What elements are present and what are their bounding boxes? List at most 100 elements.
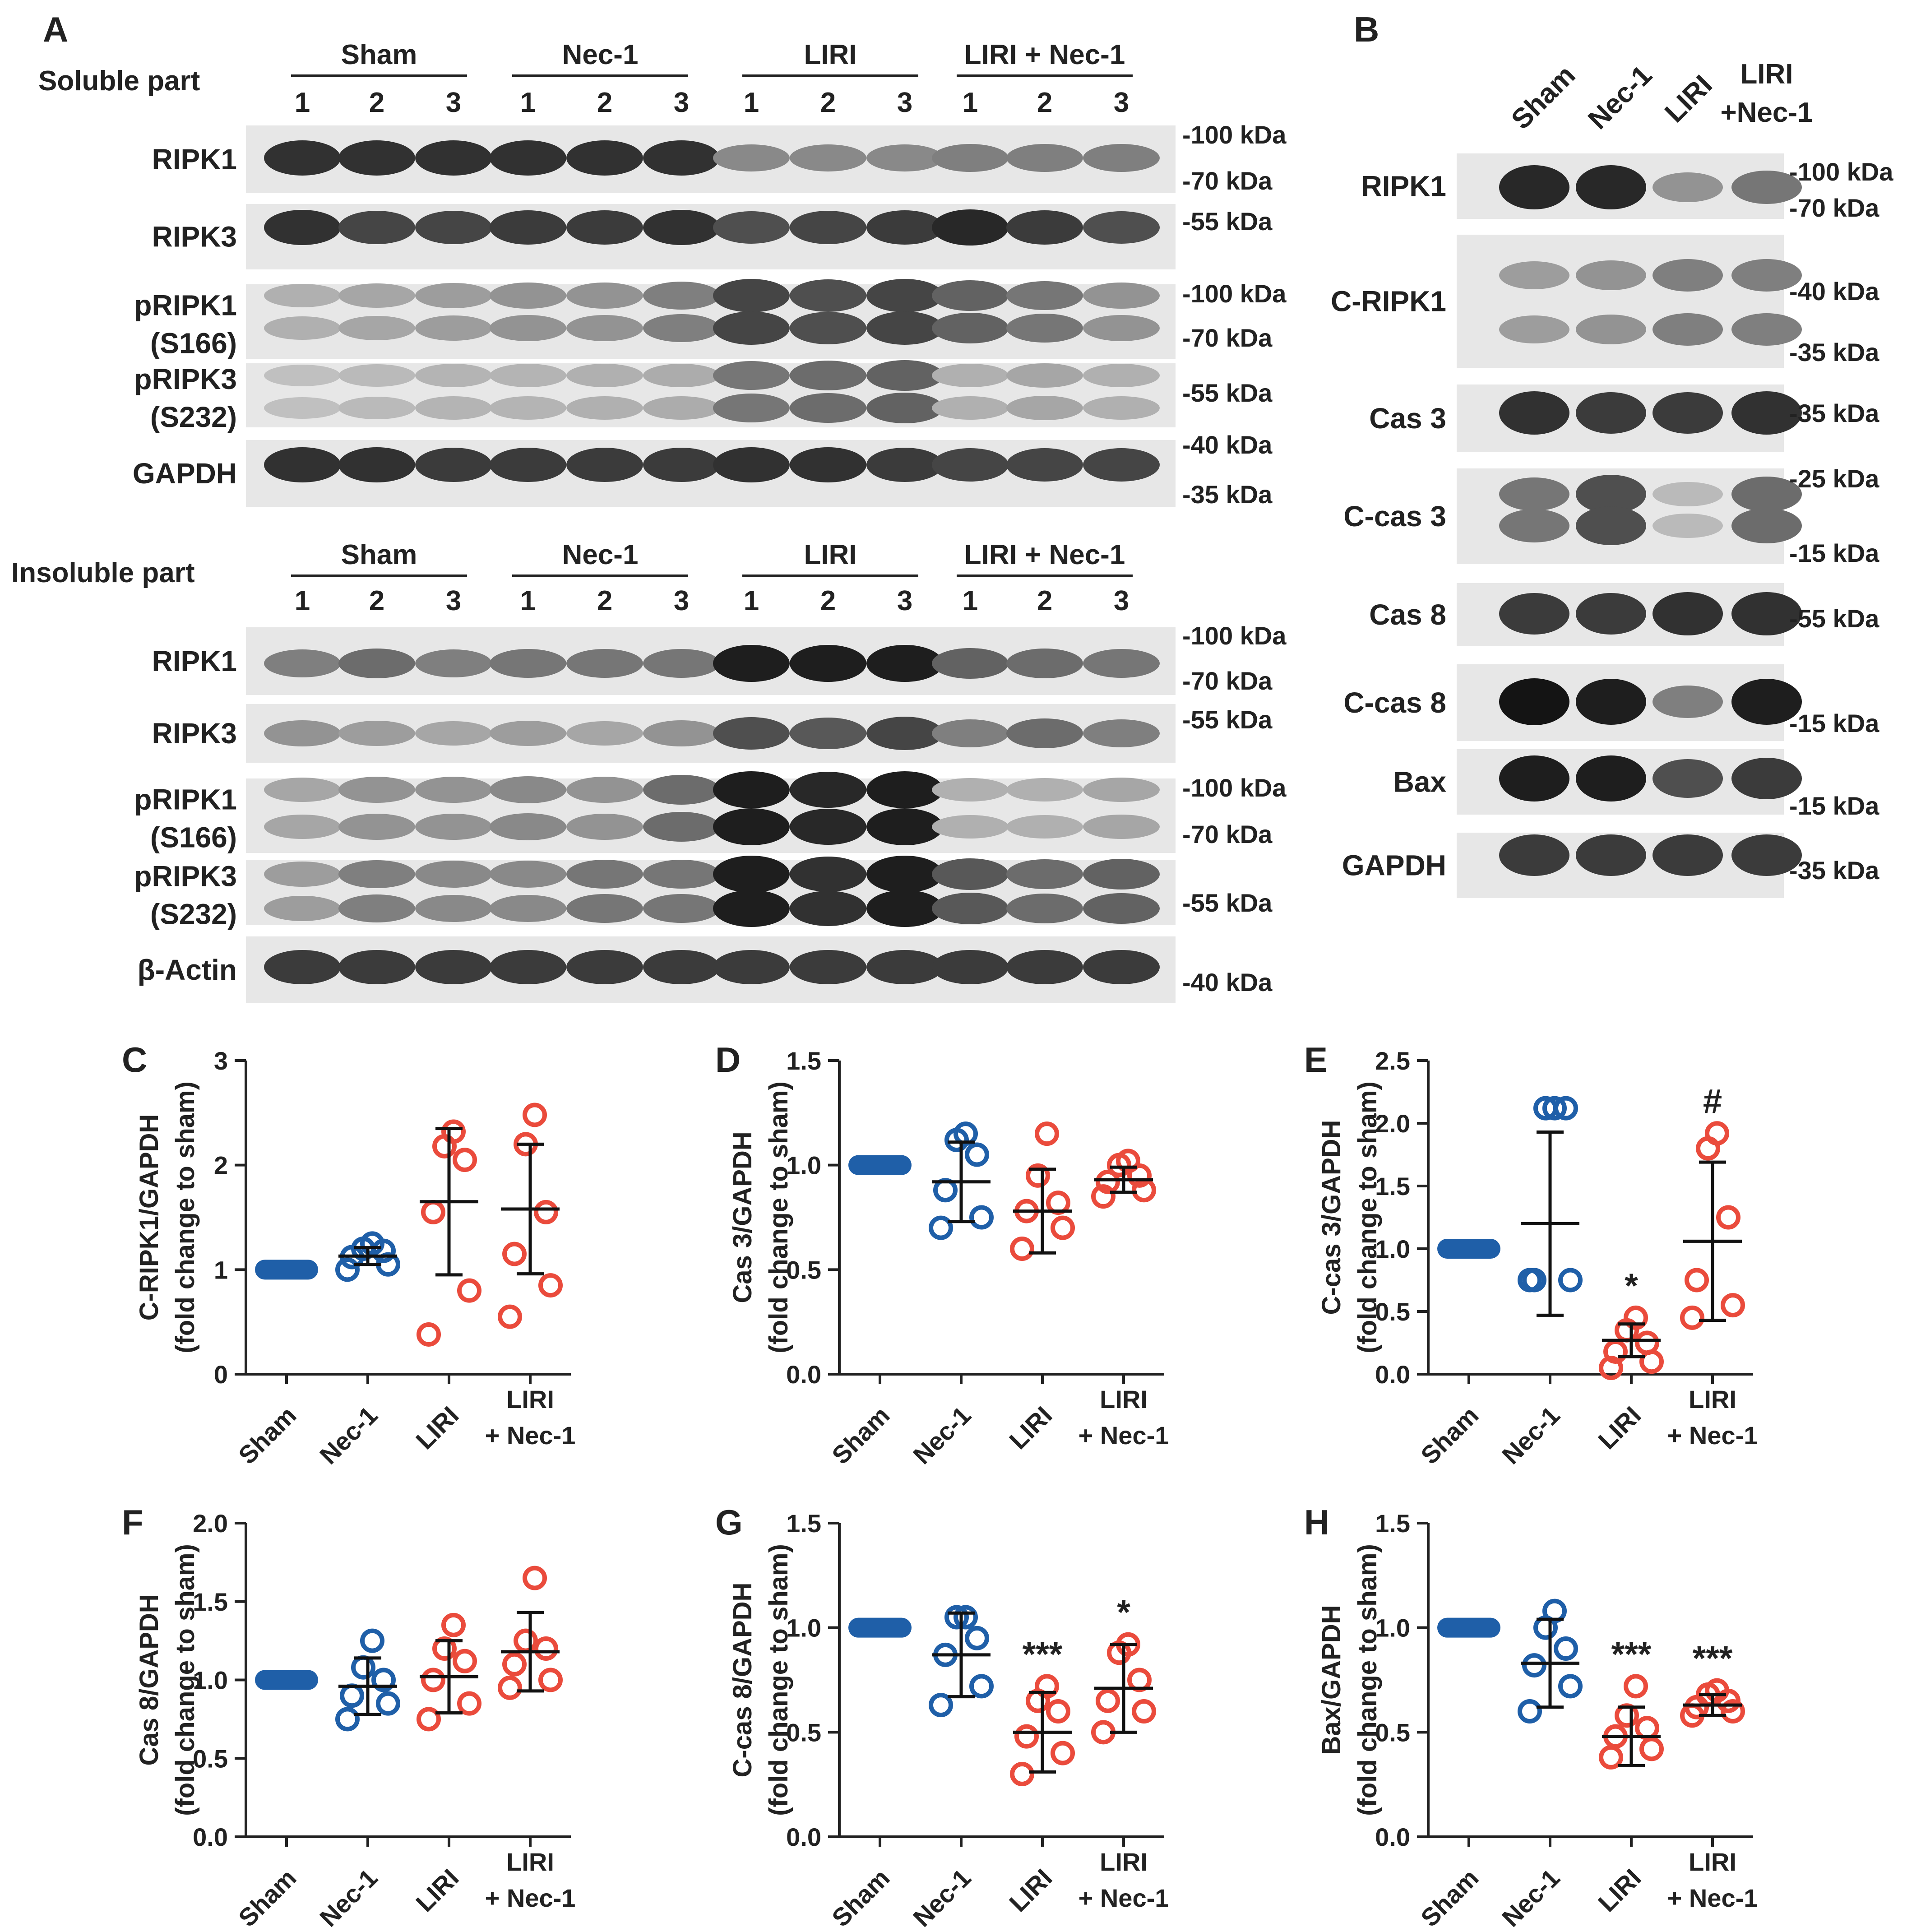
- band: [790, 361, 866, 390]
- band: [643, 812, 720, 842]
- y-tick-label: 1.5: [786, 1047, 821, 1075]
- kda-marker: -55 kDa: [1182, 379, 1273, 407]
- band: [490, 210, 566, 245]
- y-tick-label: 1.5: [1375, 1172, 1410, 1200]
- band: [1653, 759, 1723, 798]
- band: [1083, 893, 1160, 924]
- lane-number: 1: [744, 87, 759, 118]
- band: [490, 315, 566, 341]
- band: [264, 720, 341, 746]
- protein-label: RIPK1: [152, 143, 237, 176]
- protein-label: (S232): [150, 898, 237, 931]
- x-tick-label: Nec-1: [1496, 1401, 1565, 1469]
- band: [1576, 315, 1646, 344]
- protein-label: C-RIPK1: [1331, 285, 1446, 318]
- band: [264, 778, 341, 802]
- band: [713, 144, 790, 171]
- band: [1006, 210, 1083, 245]
- band: [866, 950, 943, 984]
- band: [1083, 719, 1160, 747]
- band: [1653, 482, 1723, 506]
- y-tick-label: 0.0: [1375, 1823, 1410, 1851]
- data-point: [1026, 1163, 1050, 1188]
- lane-label: Sham: [1505, 60, 1581, 135]
- band: [932, 648, 1009, 679]
- lane-number: 3: [897, 585, 912, 616]
- kda-marker: -15 kDa: [1789, 792, 1879, 820]
- band: [1006, 281, 1083, 310]
- band: [1731, 834, 1802, 876]
- band: [415, 895, 492, 922]
- band: [1653, 686, 1723, 718]
- band: [1006, 894, 1083, 923]
- band: [1006, 396, 1083, 420]
- panel-letter: D: [715, 1040, 741, 1080]
- y-tick-label: 3: [214, 1047, 228, 1075]
- band: [1576, 475, 1646, 514]
- y-axis-label: (fold change to sham): [764, 1081, 793, 1353]
- band: [566, 140, 643, 176]
- band: [866, 717, 943, 750]
- data-point: [502, 1242, 527, 1266]
- band: [566, 721, 643, 746]
- y-tick-label: 1.0: [1375, 1235, 1410, 1263]
- data-point: [1010, 1237, 1034, 1261]
- band: [713, 279, 790, 312]
- kda-marker: -40 kDa: [1789, 277, 1879, 306]
- band: [790, 772, 866, 808]
- kda-marker: -15 kDa: [1789, 539, 1879, 567]
- protein-label: pRIPK1: [134, 783, 237, 816]
- band: [338, 140, 415, 176]
- x-tick-label: + Nec-1: [1079, 1421, 1169, 1450]
- band: [415, 649, 492, 677]
- band: [1083, 144, 1160, 172]
- band: [1499, 391, 1569, 435]
- data-point: [453, 1649, 477, 1673]
- band: [338, 649, 415, 678]
- band: [490, 721, 566, 746]
- band: [643, 314, 720, 342]
- data-point: [965, 1626, 989, 1650]
- band: [338, 814, 415, 840]
- y-axis-label: Cas 3/GAPDH: [728, 1131, 757, 1303]
- lane-number: 2: [1037, 87, 1052, 118]
- band: [932, 778, 1009, 802]
- data-point: [360, 1231, 384, 1256]
- kda-marker: -70 kDa: [1182, 167, 1273, 195]
- x-tick-label: Sham: [826, 1401, 895, 1469]
- band: [415, 448, 492, 482]
- band: [566, 649, 643, 678]
- band: [1083, 211, 1160, 244]
- band: [713, 950, 790, 984]
- y-axis-label: (fold change to sham): [1353, 1544, 1382, 1816]
- x-tick-label: LIRI: [1004, 1863, 1057, 1917]
- y-axis-label: (fold change to sham): [1353, 1081, 1382, 1353]
- x-tick-label: LIRI: [506, 1848, 554, 1876]
- band: [1499, 834, 1569, 876]
- x-tick-label: + Nec-1: [485, 1421, 576, 1450]
- band: [1576, 679, 1646, 725]
- data-point: [1010, 1762, 1034, 1786]
- band: [790, 312, 866, 344]
- data-point: [1624, 1305, 1648, 1330]
- lane-label: Nec-1: [1582, 60, 1658, 135]
- chart-panel-c: C 0 1 2 3 Sham Nec-1 LIRI LIRI + Nec-1 C-RIPK1/GAP…: [122, 1040, 575, 1469]
- band: [1006, 649, 1083, 678]
- y-tick-label: 0.5: [786, 1256, 821, 1284]
- y-tick-label: 0.5: [786, 1718, 821, 1747]
- y-axis-label: (fold change to sham): [764, 1544, 793, 1816]
- data-point: [371, 1668, 396, 1692]
- band: [1576, 260, 1646, 290]
- data-point: [1035, 1674, 1059, 1699]
- band: [713, 890, 790, 927]
- band: [790, 279, 866, 312]
- band: [932, 858, 1009, 890]
- data-point: [1116, 1149, 1140, 1173]
- y-axis-label: (fold change to sham): [171, 1081, 200, 1353]
- band: [1083, 815, 1160, 839]
- data-point: [1639, 1737, 1664, 1761]
- band: [932, 364, 1009, 387]
- band: [932, 448, 1009, 482]
- band: [1576, 834, 1646, 876]
- band: [1083, 396, 1160, 420]
